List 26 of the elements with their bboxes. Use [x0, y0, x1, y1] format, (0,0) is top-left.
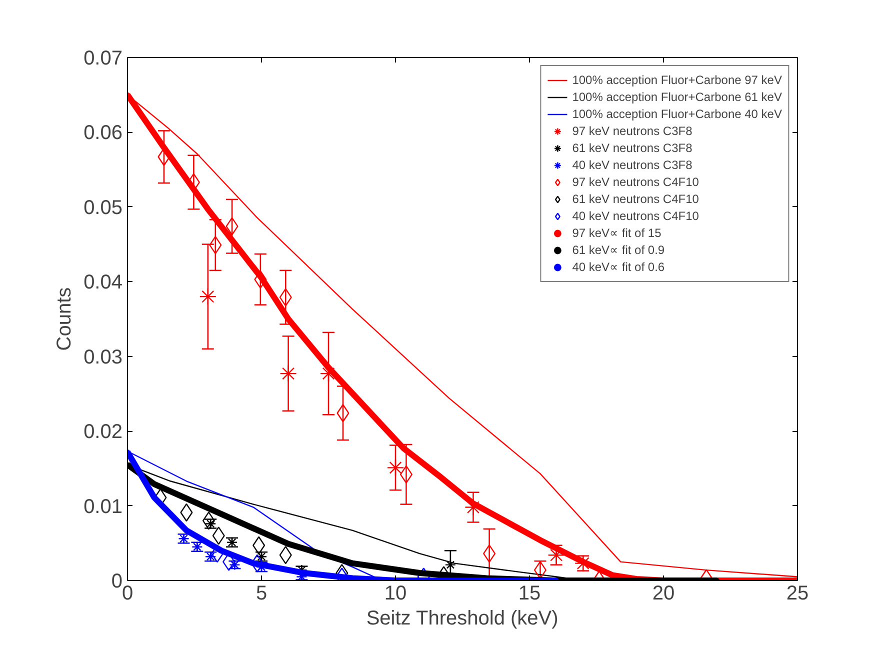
legend-label: 61 keV∝ fit of 0.9	[572, 242, 665, 258]
legend-label: 97 keV neutrons C4F10	[572, 174, 699, 190]
y-tick-label: 0.02	[84, 421, 123, 444]
legend-label: 100% acception Fluor+Carbone 97 keV	[572, 72, 782, 88]
legend-label: 40 keV neutrons C3F8	[572, 157, 692, 173]
legend-label: 40 keV neutrons C4F10	[572, 208, 699, 224]
legend-label: 97 keV∝ fit of 15	[572, 225, 662, 241]
y-tick-label: 0.06	[84, 122, 123, 144]
legend-label: 61 keV neutrons C3F8	[572, 140, 692, 156]
y-tick-label: 0.05	[84, 196, 123, 219]
y-tick-label: 0.03	[84, 346, 123, 368]
y-tick-label: 0.07	[84, 48, 123, 70]
x-tick-label: 20	[652, 582, 675, 604]
x-tick-label: 25	[786, 582, 809, 604]
legend-label: 100% acception Fluor+Carbone 61 keV	[572, 89, 782, 105]
legend-label: 40 keV∝ fit of 0.6	[572, 259, 665, 275]
y-tick-label: 0.01	[84, 496, 123, 518]
x-tick-label: 10	[384, 582, 407, 604]
y-tick-label: 0.04	[84, 272, 123, 294]
y-axis-title: Counts	[54, 287, 76, 351]
x-tick-label: 5	[256, 582, 268, 604]
x-axis-title: Seitz Threshold (keV)	[366, 608, 558, 630]
x-tick-label: 15	[518, 582, 541, 604]
legend-label: 97 keV neutrons C3F8	[572, 123, 692, 139]
legend-label: 61 keV neutrons C4F10	[572, 191, 699, 207]
legend-label: 100% acception Fluor+Carbone 40 keV	[572, 106, 782, 122]
